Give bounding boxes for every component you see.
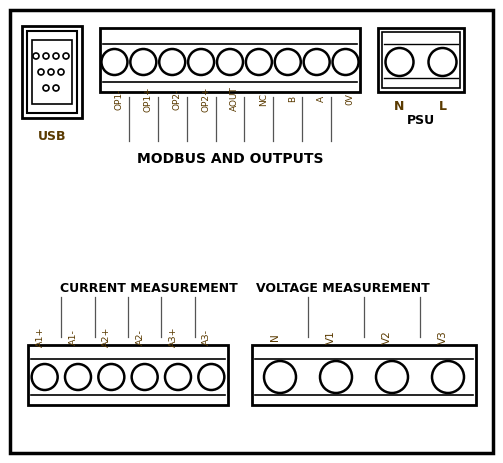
Text: A1-: A1- xyxy=(69,329,78,345)
Text: OP2-: OP2- xyxy=(172,88,181,110)
Circle shape xyxy=(246,49,272,75)
Text: A: A xyxy=(317,96,325,102)
Circle shape xyxy=(432,361,464,393)
Text: NC: NC xyxy=(259,93,268,106)
Circle shape xyxy=(130,49,156,75)
Circle shape xyxy=(217,49,243,75)
Text: N: N xyxy=(270,333,280,341)
Circle shape xyxy=(264,361,296,393)
Text: A3+: A3+ xyxy=(169,327,178,347)
Circle shape xyxy=(43,85,49,91)
Circle shape xyxy=(320,361,352,393)
Circle shape xyxy=(33,53,39,59)
Circle shape xyxy=(32,364,58,390)
Text: V2: V2 xyxy=(382,330,392,344)
Text: N: N xyxy=(394,100,405,113)
Bar xyxy=(28,345,228,405)
Bar xyxy=(32,40,72,104)
Text: V3: V3 xyxy=(438,330,448,344)
Circle shape xyxy=(102,49,127,75)
Text: OP1-: OP1- xyxy=(115,88,123,110)
Circle shape xyxy=(65,364,91,390)
Circle shape xyxy=(275,49,301,75)
Circle shape xyxy=(188,49,214,75)
Bar xyxy=(378,28,464,92)
Bar xyxy=(22,26,82,118)
Text: OP2+: OP2+ xyxy=(201,86,210,112)
Circle shape xyxy=(43,53,49,59)
Bar xyxy=(252,345,476,405)
Circle shape xyxy=(53,53,59,59)
Text: B: B xyxy=(288,96,297,102)
Text: MODBUS AND OUTPUTS: MODBUS AND OUTPUTS xyxy=(137,152,323,166)
Text: L: L xyxy=(439,100,447,113)
Text: A3-: A3- xyxy=(202,329,211,345)
Circle shape xyxy=(304,49,329,75)
Circle shape xyxy=(38,69,44,75)
Circle shape xyxy=(198,364,224,390)
Text: OP1+: OP1+ xyxy=(143,86,152,112)
Bar xyxy=(100,28,360,92)
Text: USB: USB xyxy=(38,130,66,143)
Text: VOLTAGE MEASUREMENT: VOLTAGE MEASUREMENT xyxy=(256,282,430,295)
Circle shape xyxy=(159,49,185,75)
Text: 0V: 0V xyxy=(346,93,355,105)
Text: PSU: PSU xyxy=(407,114,435,127)
Circle shape xyxy=(58,69,64,75)
Text: A2-: A2- xyxy=(136,329,145,345)
Text: A2+: A2+ xyxy=(102,327,111,347)
Circle shape xyxy=(132,364,157,390)
Circle shape xyxy=(165,364,191,390)
Circle shape xyxy=(385,48,413,76)
Text: A1+: A1+ xyxy=(36,327,45,347)
Text: V1: V1 xyxy=(326,330,336,344)
Text: AOUT: AOUT xyxy=(230,87,239,112)
Circle shape xyxy=(98,364,124,390)
Bar xyxy=(27,31,77,113)
Circle shape xyxy=(63,53,69,59)
Circle shape xyxy=(53,85,59,91)
Text: CURRENT MEASUREMENT: CURRENT MEASUREMENT xyxy=(60,282,238,295)
Circle shape xyxy=(48,69,54,75)
Circle shape xyxy=(376,361,408,393)
Bar xyxy=(382,32,460,88)
Circle shape xyxy=(332,49,359,75)
Circle shape xyxy=(429,48,457,76)
